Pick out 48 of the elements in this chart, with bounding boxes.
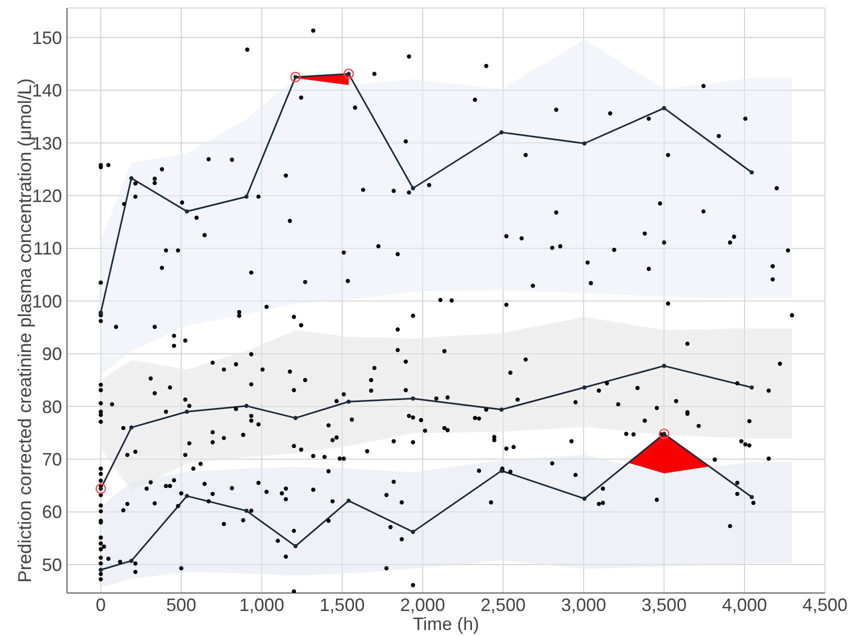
point — [346, 498, 351, 503]
point — [582, 385, 587, 390]
point — [499, 407, 504, 412]
x-tick-label: 1,000 — [239, 594, 284, 615]
point — [582, 496, 587, 501]
x-tick-label: 3,000 — [561, 594, 606, 615]
point — [129, 425, 134, 430]
point — [662, 364, 666, 368]
y-tick-label: 120 — [32, 186, 62, 206]
point — [662, 106, 666, 110]
y-tick-label: 50 — [42, 554, 62, 575]
x-axis-title: Time (h) — [412, 614, 480, 634]
y-tick-label: 80 — [42, 396, 62, 417]
x-tick-label: 2,000 — [400, 594, 446, 615]
y-tick-label: 110 — [33, 238, 62, 259]
point — [184, 209, 189, 214]
x-tick-label: 2,500 — [480, 594, 526, 615]
point — [410, 396, 416, 401]
y-tick-label: 130 — [32, 133, 62, 154]
point — [750, 170, 754, 175]
point — [244, 404, 249, 408]
point — [184, 494, 189, 498]
point — [750, 494, 754, 500]
y-tick-label: 150 — [32, 28, 62, 48]
x-tick-label: 1,500 — [320, 594, 365, 615]
point — [750, 385, 754, 390]
point — [293, 544, 298, 548]
point — [244, 194, 249, 199]
point — [410, 530, 416, 534]
y-axis-title: Prediction corrected creatinine plasma concentration (μmol/L) — [14, 78, 34, 583]
point — [582, 141, 587, 146]
x-tick-label: 0 — [96, 594, 106, 615]
x-tick-label: 4,500 — [802, 594, 848, 615]
point — [244, 508, 249, 513]
point — [293, 416, 298, 420]
y-tick-label: 90 — [42, 344, 62, 364]
point — [184, 410, 189, 414]
point — [410, 186, 416, 190]
y-tick-label: 100 — [32, 291, 62, 312]
y-tick-label: 70 — [42, 450, 62, 470]
point — [499, 130, 504, 134]
point — [129, 558, 134, 563]
point — [346, 400, 351, 404]
x-tick-label: 3,500 — [642, 594, 687, 615]
point — [129, 176, 134, 180]
y-tick-label: 60 — [42, 502, 62, 522]
x-tick-label: 4,000 — [722, 594, 768, 615]
x-tick-label: 500 — [166, 594, 196, 615]
